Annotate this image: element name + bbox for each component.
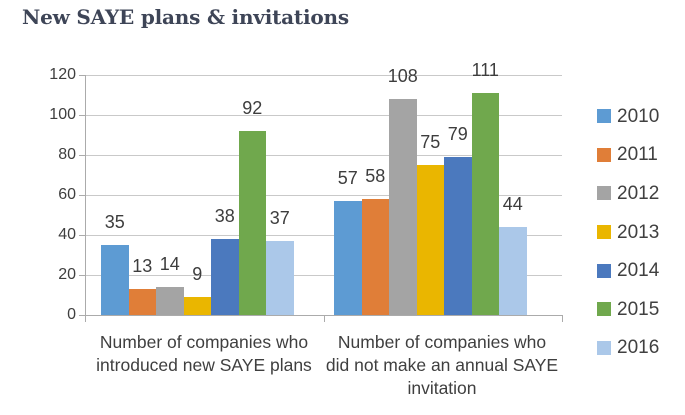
y-axis-tick-label: 20 <box>58 266 76 283</box>
y-axis-tick-label: 100 <box>49 106 76 123</box>
legend-item-2013: 2013 <box>597 213 659 252</box>
legend-swatch-2015 <box>597 302 611 317</box>
bar-value-label-2015-category1: 92 <box>242 98 263 118</box>
bar-value-label-2013-category1: 9 <box>192 264 203 284</box>
legend-swatch-2016 <box>597 340 611 355</box>
legend-item-2015: 2015 <box>597 290 659 329</box>
legend-item-2012: 2012 <box>597 174 659 213</box>
legend-swatch-2011 <box>597 147 611 162</box>
y-axis-tick-label: 60 <box>58 186 76 203</box>
y-axis-tick <box>79 235 86 236</box>
gridline-100 <box>85 115 562 116</box>
y-axis-tick <box>79 275 86 276</box>
x-axis-category-label-2: Number of companies who did not make an … <box>325 332 559 398</box>
bar-2013-category1 <box>183 297 211 315</box>
legend-label-2011: 2011 <box>617 144 658 166</box>
bar-value-label-2010-category2: 57 <box>337 168 358 188</box>
bar-2015-category1 <box>238 131 266 315</box>
bar-value-label-2012-category1: 14 <box>159 254 180 274</box>
legend-label-2010: 2010 <box>617 105 660 127</box>
bar-value-label-2015-category2: 111 <box>471 60 499 80</box>
bar-2012-category1 <box>156 287 184 315</box>
legend: 2010 2011 2012 2013 2014 2015 2016 <box>597 97 659 367</box>
legend-swatch-2012 <box>597 186 611 201</box>
legend-swatch-2014 <box>597 263 611 278</box>
bar-2013-category2 <box>416 165 444 315</box>
legend-item-2014: 2014 <box>597 251 659 290</box>
bar-value-label-2016-category2: 44 <box>502 194 523 214</box>
legend-label-2014: 2014 <box>617 260 660 282</box>
bar-value-label-2013-category2: 75 <box>420 132 441 152</box>
bar-2014-category2 <box>444 157 472 315</box>
bar-2010-category1 <box>101 245 129 315</box>
y-axis-tick <box>79 195 86 196</box>
bar-value-label-2011-category1: 13 <box>132 256 153 276</box>
gridline-40 <box>85 235 562 236</box>
chart-title: New SAYE plans & invitations <box>22 5 349 29</box>
gridline-60 <box>85 195 562 196</box>
y-axis-tick-label: 0 <box>67 306 76 323</box>
y-axis-tick <box>79 115 86 116</box>
bar-value-label-2010-category1: 35 <box>104 212 125 232</box>
bar-2016-category2 <box>499 227 527 315</box>
bar-2010-category2 <box>334 201 362 315</box>
bar-2014-category1 <box>211 239 239 315</box>
bar-value-label-2012-category2: 108 <box>387 66 418 86</box>
legend-item-2010: 2010 <box>597 97 659 136</box>
legend-item-2016: 2016 <box>597 329 659 368</box>
bar-value-label-2014-category2: 79 <box>447 124 468 144</box>
legend-label-2013: 2013 <box>617 221 660 243</box>
x-axis-tick <box>85 315 86 322</box>
y-axis-tick <box>79 155 86 156</box>
bar-2016-category1 <box>266 241 294 315</box>
y-axis-tick-label: 80 <box>58 146 76 163</box>
gridline-20 <box>85 275 562 276</box>
bar-2011-category2 <box>361 199 389 315</box>
bar-2011-category1 <box>128 289 156 315</box>
legend-label-2016: 2016 <box>617 337 660 359</box>
legend-label-2012: 2012 <box>617 182 660 204</box>
legend-swatch-2013 <box>597 225 611 240</box>
bar-2015-category2 <box>471 93 499 315</box>
x-axis-tick <box>323 315 325 322</box>
bar-value-label-2016-category1: 37 <box>269 208 290 228</box>
legend-label-2015: 2015 <box>617 298 660 320</box>
bar-value-label-2014-category1: 38 <box>214 206 235 226</box>
gridline-120 <box>85 75 562 76</box>
y-axis-tick <box>79 315 86 316</box>
y-axis-tick <box>79 75 86 76</box>
y-axis-tick-label: 40 <box>58 226 76 243</box>
y-axis-tick-label: 120 <box>49 66 76 83</box>
legend-item-2011: 2011 <box>597 136 659 175</box>
x-axis-tick <box>562 315 563 322</box>
bar-value-label-2011-category2: 58 <box>365 166 386 186</box>
gridline-80 <box>85 155 562 156</box>
bar-2012-category2 <box>389 99 417 315</box>
legend-swatch-2010 <box>597 109 611 124</box>
x-axis-category-label-1: Number of companies who introduced new S… <box>96 332 312 375</box>
